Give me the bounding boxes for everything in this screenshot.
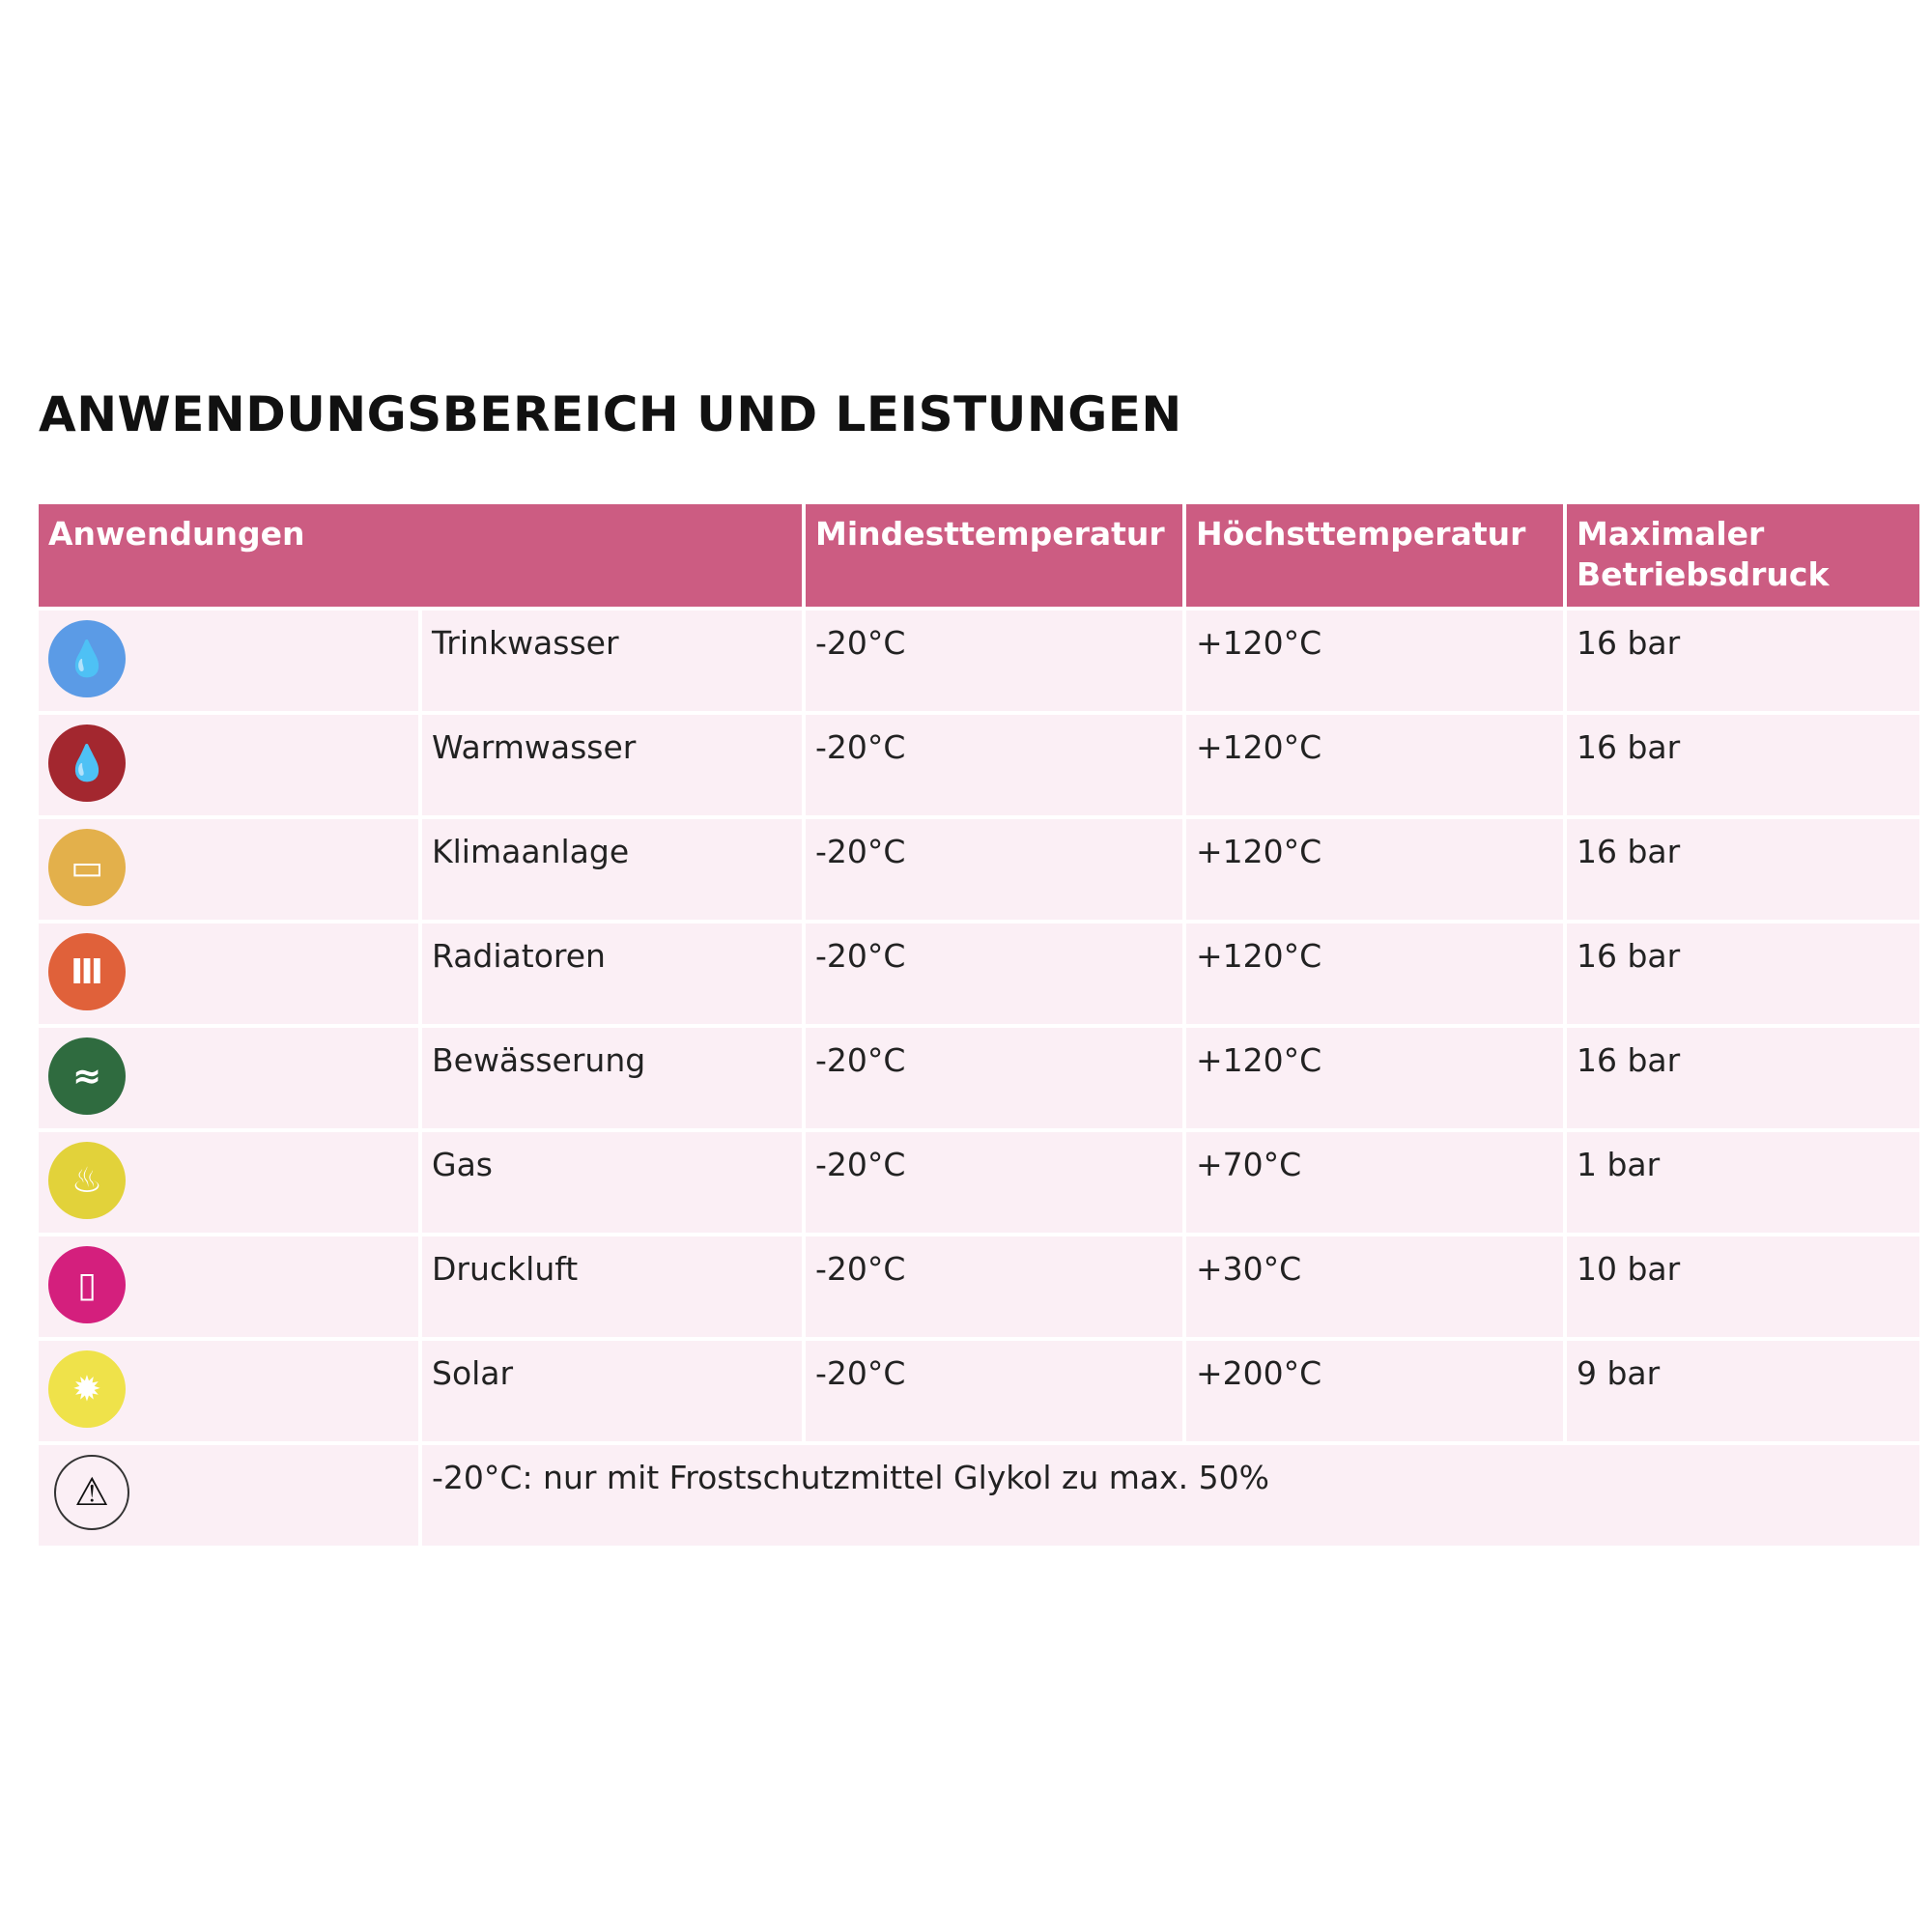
application-name: Warmwasser [422,715,802,815]
max-pressure: 16 bar [1567,715,1919,815]
table-row: ▯ Druckluft -20°C +30°C 10 bar [39,1236,1919,1337]
table-row: ♨ Gas -20°C +70°C 1 bar [39,1132,1919,1233]
radiator-icon: Ⅲ [48,933,126,1010]
header-min-temp: Mindesttemperatur [806,504,1182,607]
note-text: -20°C: nur mit Frostschutzmittel Glykol … [422,1445,1919,1546]
max-temp: +30°C [1186,1236,1563,1337]
application-name: Bewässerung [422,1028,802,1128]
application-name: Gas [422,1132,802,1233]
max-temp: +120°C [1186,1028,1563,1128]
warning-icon: ⚠ [54,1455,129,1530]
table-row: ▭ Klimaanlage -20°C +120°C 16 bar [39,819,1919,920]
header-max-temp: Höchsttemperatur [1186,504,1563,607]
icon-cell: ⚠ [39,1445,418,1546]
application-table: Anwendungen Mindesttemperatur Höchsttemp… [35,500,1923,1549]
sun-icon: ✹ [48,1350,126,1428]
application-name: Trinkwasser [422,611,802,711]
min-temp: -20°C [806,923,1182,1024]
max-pressure: 1 bar [1567,1132,1919,1233]
irrigation-icon: ≈ [48,1037,126,1115]
application-name: Klimaanlage [422,819,802,920]
max-temp: +120°C [1186,923,1563,1024]
application-name: Radiatoren [422,923,802,1024]
max-pressure: 16 bar [1567,1028,1919,1128]
header-applications: Anwendungen [39,504,802,607]
min-temp: -20°C [806,819,1182,920]
min-temp: -20°C [806,1341,1182,1441]
min-temp: -20°C [806,1132,1182,1233]
max-temp: +120°C [1186,715,1563,815]
air-conditioner-icon: ▭ [48,829,126,906]
note-row: ⚠ -20°C: nur mit Frostschutzmittel Glyko… [39,1445,1919,1546]
min-temp: -20°C [806,611,1182,711]
icon-cell: 💧 [39,715,418,815]
table-row: ✹ Solar -20°C +200°C 9 bar [39,1341,1919,1441]
max-temp: +120°C [1186,819,1563,920]
application-name: Druckluft [422,1236,802,1337]
min-temp: -20°C [806,1236,1182,1337]
table-row: Ⅲ Radiatoren -20°C +120°C 16 bar [39,923,1919,1024]
max-temp: +120°C [1186,611,1563,711]
max-pressure: 9 bar [1567,1341,1919,1441]
table-header: Anwendungen Mindesttemperatur Höchsttemp… [39,504,1919,607]
icon-cell: ▯ [39,1236,418,1337]
icon-cell: ≈ [39,1028,418,1128]
max-pressure: 16 bar [1567,611,1919,711]
application-name: Solar [422,1341,802,1441]
min-temp: -20°C [806,715,1182,815]
gas-flame-icon: ♨ [48,1142,126,1219]
compressed-air-icon: ▯ [48,1246,126,1323]
icon-cell: 💧 [39,611,418,711]
table-row: ≈ Bewässerung -20°C +120°C 16 bar [39,1028,1919,1128]
hot-water-drop-icon: 💧 [48,724,126,802]
max-pressure: 16 bar [1567,819,1919,920]
icon-cell: Ⅲ [39,923,418,1024]
icon-cell: ▭ [39,819,418,920]
max-temp: +200°C [1186,1341,1563,1441]
water-drop-icon: 💧 [48,620,126,697]
max-pressure: 10 bar [1567,1236,1919,1337]
icon-cell: ♨ [39,1132,418,1233]
icon-cell: ✹ [39,1341,418,1441]
max-pressure: 16 bar [1567,923,1919,1024]
table-row: 💧 Warmwasser -20°C +120°C 16 bar [39,715,1919,815]
table-row: 💧 Trinkwasser -20°C +120°C 16 bar [39,611,1919,711]
max-temp: +70°C [1186,1132,1563,1233]
min-temp: -20°C [806,1028,1182,1128]
header-max-pressure: Maximaler Betriebsdruck [1567,504,1919,607]
page-title: ANWENDUNGSBEREICH UND LEISTUNGEN [39,386,1182,442]
